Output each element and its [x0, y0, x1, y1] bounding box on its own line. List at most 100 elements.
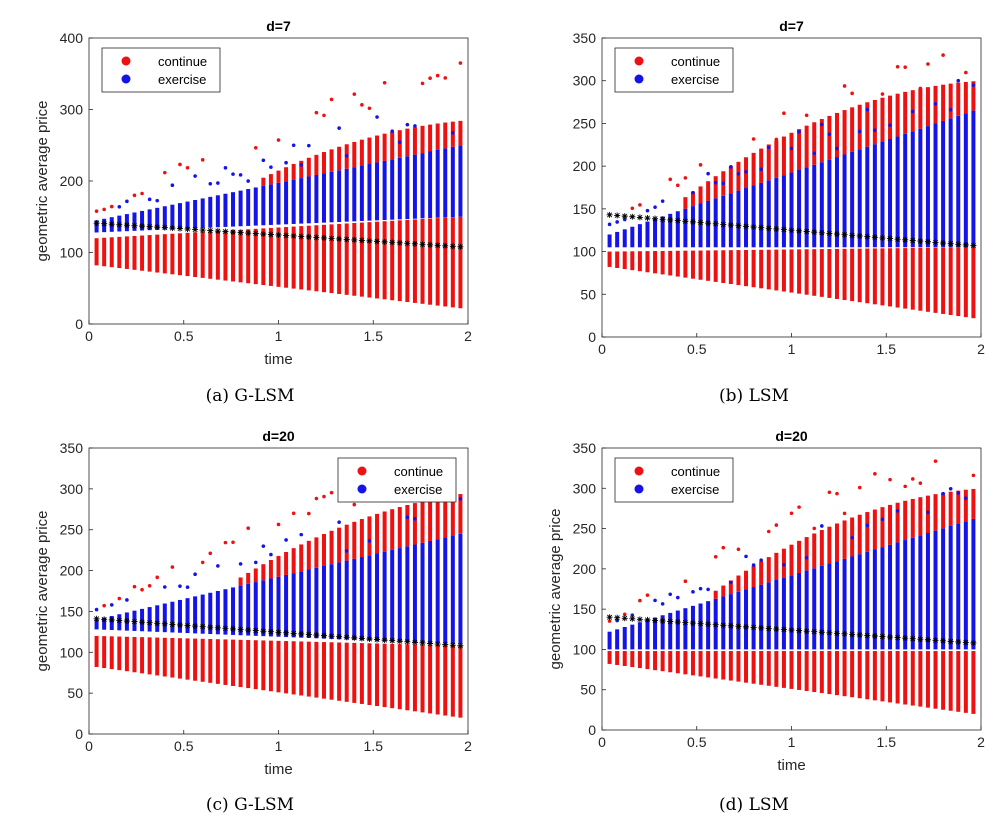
outlier-point-0: [94, 607, 99, 612]
boundary-marker-33: [856, 631, 863, 638]
outlier-point-7: [660, 199, 665, 203]
outlier-point-42: [926, 62, 930, 66]
legend-marker-continue: [357, 466, 367, 476]
exercise-bar-48: [458, 533, 463, 645]
outlier-point-30: [322, 113, 326, 118]
exercise-bar-22: [774, 177, 779, 248]
boundary-marker-37: [887, 634, 894, 641]
continue-bar-32: [337, 642, 342, 701]
legend-marker-exercise: [634, 484, 644, 494]
continue-bar-4: [124, 236, 129, 269]
continue-bar-40: [910, 248, 915, 310]
exercise-bar-11: [177, 203, 182, 229]
continue-tail-bar-42: [925, 87, 930, 127]
exercise-bar-11: [177, 599, 182, 633]
continue-bar-35: [872, 651, 877, 701]
boundary-marker-9: [674, 619, 681, 626]
x-tick-label: 1: [788, 734, 796, 750]
outlier-point-38: [895, 509, 900, 513]
continue-tail-bar-22: [774, 552, 779, 581]
boundary-marker-34: [864, 632, 871, 639]
continue-tail-bar-48: [458, 494, 463, 534]
exercise-bar-38: [895, 542, 900, 650]
y-tick-label: 150: [60, 603, 84, 619]
boundary-marker-8: [667, 618, 674, 625]
exercise-bar-45: [948, 525, 953, 650]
chart-title: d=20: [262, 428, 295, 444]
boundary-marker-1: [614, 212, 621, 219]
continue-tail-bar-33: [344, 524, 349, 561]
outlier-point-18: [744, 554, 748, 559]
legend-label-continue: continue: [394, 464, 443, 479]
continue-bar-10: [170, 637, 175, 678]
outlier-point-14: [200, 158, 205, 162]
continue-bar-43: [420, 218, 425, 304]
exercise-bar-21: [766, 180, 771, 248]
boundary-marker-26: [803, 228, 810, 235]
boundary-marker-16: [727, 222, 734, 229]
y-tick-label: 150: [573, 201, 597, 217]
exercise-bar-40: [910, 537, 915, 650]
boundary-marker-42: [411, 639, 418, 646]
outlier-point-39: [903, 484, 907, 489]
continue-bar-15: [208, 231, 213, 279]
continue-tail-bar-36: [880, 507, 885, 548]
x-tick-label: 0.5: [174, 328, 194, 344]
exercise-bar-4: [637, 224, 642, 248]
outlier-point-26: [804, 113, 809, 118]
continue-bar-9: [162, 637, 167, 677]
outlier-point-15: [208, 551, 213, 556]
continue-bar-48: [971, 651, 976, 714]
outlier-point-45: [948, 107, 953, 112]
chart-panel-3: 0 0.5 1 1.5 2 0 50 100 150 200 250 300 350 d=20 time ge…: [547, 428, 985, 774]
boundary-marker-2: [108, 221, 115, 228]
continue-bar-28: [306, 225, 311, 291]
chart-panel-1: 0 0.5 1 1.5 2 0 50 100 150 200 250 300 350 d=7 continu…: [573, 18, 985, 357]
continue-bar-12: [698, 250, 703, 280]
continue-tail-bar-24: [276, 170, 281, 183]
continue-tail-bar-16: [728, 166, 733, 194]
continue-bar-20: [246, 229, 251, 284]
continue-tail-bar-33: [857, 104, 862, 150]
continue-bar-30: [321, 224, 326, 293]
boundary-marker-44: [427, 241, 434, 248]
continue-bar-31: [842, 248, 847, 301]
outlier-point-7: [660, 602, 665, 606]
exercise-bar-22: [774, 580, 779, 650]
continue-tail-bar-20: [246, 572, 251, 584]
continue-tail-bar-21: [766, 557, 771, 583]
continue-bar-40: [397, 220, 402, 302]
outlier-point-18: [231, 172, 235, 176]
exercise-bar-9: [162, 206, 167, 230]
continue-bar-16: [728, 651, 733, 681]
outlier-point-24: [789, 146, 794, 151]
continue-tail-bar-46: [956, 490, 961, 524]
exercise-bar-21: [253, 187, 258, 226]
continue-tail-bar-38: [382, 511, 387, 552]
exercise-bar-40: [397, 548, 402, 642]
boundary-marker-29: [826, 230, 833, 237]
boundary-marker-25: [796, 627, 803, 634]
exercise-bar-38: [895, 136, 900, 248]
continue-bar-21: [766, 651, 771, 686]
outlier-point-16: [729, 580, 733, 585]
outlier-point-9: [163, 170, 167, 175]
y-axis-label: geometric average price: [34, 511, 51, 672]
continue-tail-bar-47: [450, 495, 455, 536]
exercise-bar-41: [405, 156, 410, 220]
exercise-bar-10: [683, 208, 688, 248]
boundary-marker-9: [161, 620, 168, 627]
exercise-bar-23: [781, 175, 786, 248]
continue-bar-5: [645, 651, 650, 670]
boundary-marker-6: [652, 215, 659, 222]
continue-bar-23: [268, 640, 273, 692]
outlier-point-9: [163, 585, 167, 589]
exercise-bar-20: [246, 189, 251, 226]
continue-bar-44: [428, 644, 433, 714]
outlier-point-24: [789, 511, 794, 516]
boundary-marker-47: [449, 642, 456, 649]
continue-tail-bar-26: [804, 537, 809, 571]
boundary-marker-14: [712, 220, 719, 227]
chart-panel-0: 0 0.5 1 1.5 2 0 100 200 300 400 d=7 time geometric a…: [34, 18, 472, 368]
outlier-point-26: [804, 555, 809, 560]
